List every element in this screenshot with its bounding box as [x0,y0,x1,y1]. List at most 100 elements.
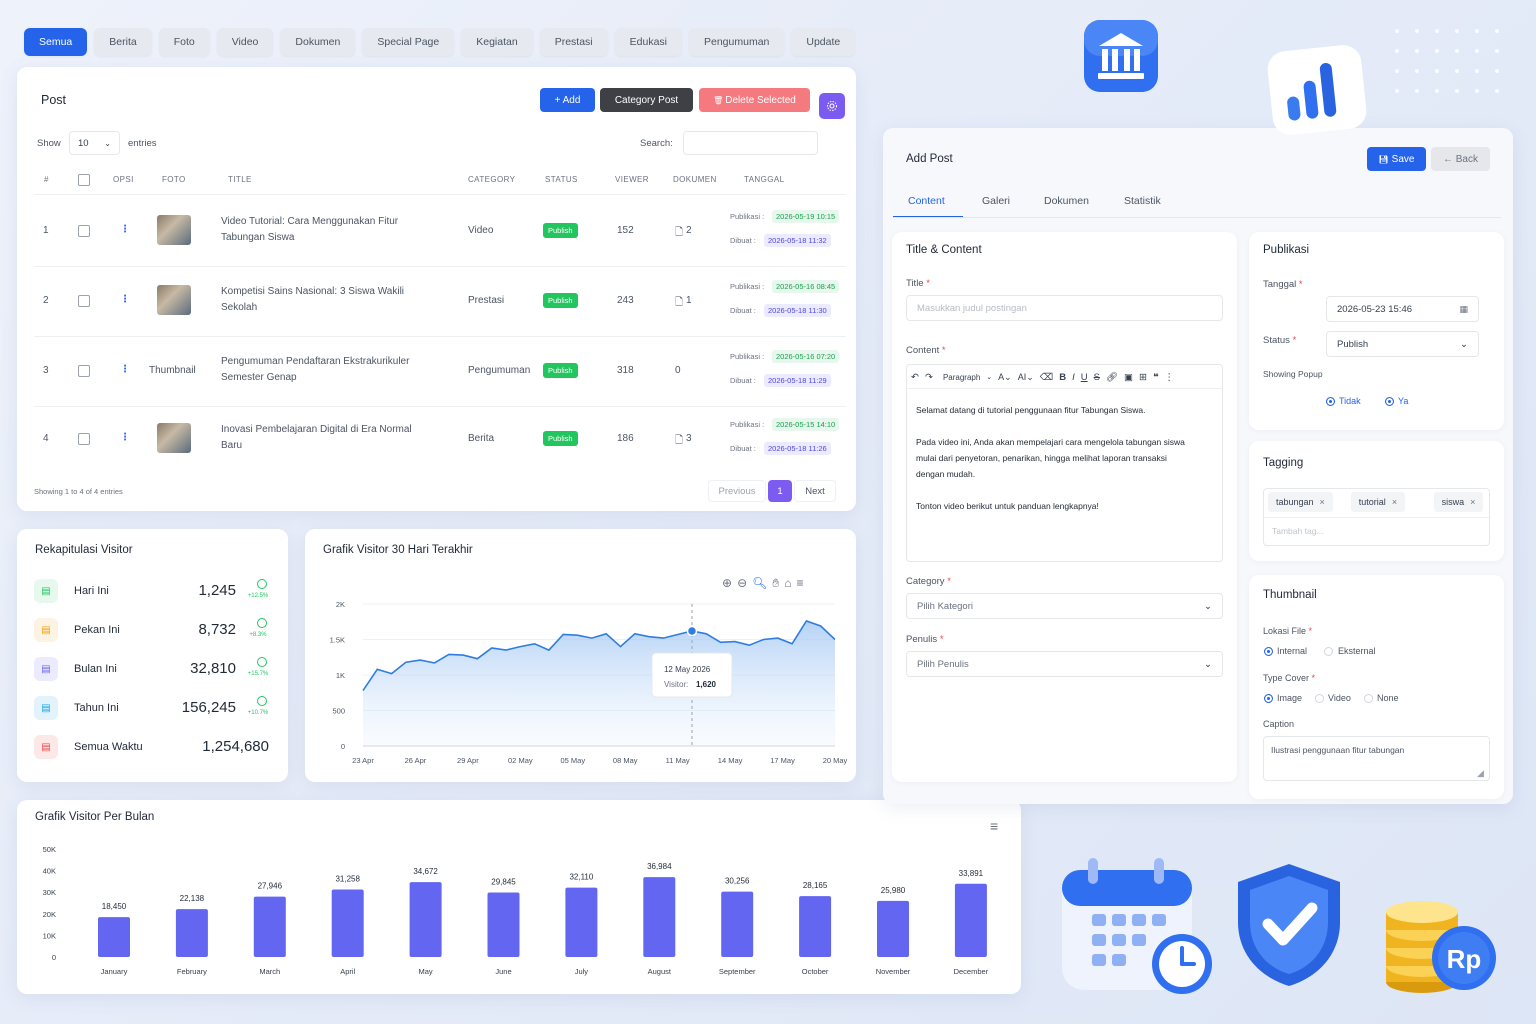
bar [98,917,130,957]
link-icon[interactable]: 🔗︎ [1105,371,1118,383]
undo-icon[interactable]: ↶ [911,371,919,383]
more-icon[interactable]: ⋮ [1164,371,1175,383]
tag-input[interactable]: Tambah tag... [1272,526,1324,536]
caption-textarea[interactable]: Ilustrasi penggunaan fitur tabungan [1263,736,1490,781]
zoom-out-icon[interactable]: ⊖ [737,576,748,590]
eksternal-radio[interactable] [1324,647,1333,656]
tab-special-page[interactable]: Special Page [362,28,455,56]
page-1-button[interactable]: 1 [768,480,792,502]
row-options-icon[interactable]: ⋮ [120,364,130,375]
x-tick-label: February [177,967,207,976]
tab-pengumuman[interactable]: Pengumuman [689,28,785,56]
previous-button[interactable]: Previous [708,480,766,502]
resize-handle-icon[interactable]: ◢ [1477,768,1484,778]
quote-icon[interactable]: ❝ [1152,371,1159,383]
font-size-icon[interactable]: A⌄ [998,371,1012,382]
category-select[interactable]: Pilih Kategori ⌄ [906,593,1223,619]
bar-value-label: 18,450 [102,902,127,911]
row-checkbox[interactable] [78,365,90,377]
tab-edukasi[interactable]: Edukasi [614,28,682,56]
zoom-in-icon[interactable]: ⊕ [722,576,733,590]
image-icon[interactable]: ▣ [1124,371,1133,383]
row-dokumen: 2 [686,225,692,236]
tanggal-input[interactable]: 2026-05-23 15:46 ▦ [1326,296,1479,322]
tab-dokumen[interactable]: Dokumen [1044,195,1089,207]
search-input[interactable] [683,131,818,155]
next-button[interactable]: Next [794,480,836,502]
row-publikasi-label: Publikasi : [730,420,765,429]
tab-update[interactable]: Update [791,28,856,56]
tab-galeri[interactable]: Galeri [982,195,1011,207]
row-checkbox[interactable] [78,225,90,237]
row-options-icon[interactable]: ⋮ [120,224,130,235]
bar [954,883,987,957]
row-title-line2: Semester Genap [221,372,297,383]
strikethrough-icon[interactable]: S [1093,371,1100,383]
video-radio[interactable] [1315,694,1324,703]
tab-semua[interactable]: Semua [24,28,88,56]
popup-tidak-radio[interactable] [1326,397,1335,406]
popup-ya-radio[interactable] [1385,397,1394,406]
back-button[interactable]: ← Back [1431,147,1490,171]
col-dokumen: DOKUMEN [673,175,717,184]
redo-icon[interactable]: ↷ [924,371,933,383]
tab-dokumen[interactable]: Dokumen [280,28,356,56]
row-publikasi-date: 2026-05-16 07:20 [772,350,840,363]
monthly-menu-icon[interactable]: ≡ [990,818,999,834]
underline-icon[interactable]: U [1080,371,1088,383]
zoom-select-icon[interactable]: 🔍︎ [752,576,768,590]
tab-prestasi[interactable]: Prestasi [539,28,608,56]
pan-icon[interactable]: ✋︎ [772,576,780,590]
bold-icon[interactable]: B [1059,371,1067,383]
title-input[interactable]: Masukkan judul postingan [906,295,1223,321]
settings-button[interactable] [819,93,845,119]
x-tick-label: 26 Apr [405,756,427,765]
tab-kegiatan[interactable]: Kegiatan [461,28,533,56]
delete-selected-button[interactable]: 🗑 Delete Selected [699,88,810,112]
paragraph-select[interactable]: Paragraph [942,372,981,382]
trend-up-icon [257,696,267,706]
video-label: Video [1328,693,1351,703]
category-tabs: Semua Berita Foto Video Dokumen Special Page K… [24,28,856,56]
coins-rp-icon: Rp [1386,901,1496,993]
close-icon[interactable]: × [1470,497,1476,507]
category-placeholder: Pilih Kategori [917,600,973,612]
chevron-down-icon: ⌄ [1460,338,1468,350]
row-options-icon[interactable]: ⋮ [120,432,130,443]
close-icon[interactable]: × [1319,497,1325,507]
row-dibuat-label: Dibuat : [730,376,756,385]
row-checkbox[interactable] [78,433,90,445]
table-icon[interactable]: ⊞ [1138,371,1147,383]
save-button[interactable]: 💾︎ Save [1367,147,1426,171]
row-checkbox[interactable] [78,295,90,307]
tab-foto[interactable]: Foto [158,28,210,56]
add-button[interactable]: + Add [540,88,595,112]
image-radio[interactable] [1264,694,1273,703]
row-status-badge: Publish [543,223,578,238]
tab-video[interactable]: Video [216,28,274,56]
rekap-label: Bulan Ini [74,663,117,675]
font-family-icon[interactable]: AI⌄ [1017,371,1034,382]
close-icon[interactable]: × [1391,497,1398,507]
row-options-icon[interactable]: ⋮ [120,294,130,305]
tab-statistik[interactable]: Statistik [1124,195,1161,207]
menu-icon[interactable]: ≡ [796,576,804,590]
status-select[interactable]: Publish ⌄ [1326,331,1479,357]
italic-icon[interactable]: I [1072,371,1075,383]
clear-format-icon[interactable]: ⌫ [1039,371,1054,383]
tab-content[interactable]: Content [908,195,945,207]
select-all-checkbox[interactable] [78,174,90,186]
none-radio[interactable] [1364,694,1373,703]
entries-select[interactable]: 10 ⌄ [69,131,120,155]
home-icon[interactable]: ⌂ [784,576,792,590]
tab-berita[interactable]: Berita [94,28,152,56]
internal-radio[interactable] [1264,647,1273,656]
editor-body[interactable]: Selamat datang di tutorial penggunaan fi… [916,402,1218,514]
row-thumbnail [157,285,191,315]
bar [721,891,754,957]
category-post-button[interactable]: Category Post [600,88,693,112]
penulis-select[interactable]: Pilih Penulis ⌄ [906,651,1223,677]
document-icon: 🗋 [675,297,684,308]
x-tick-label: April [340,967,355,976]
image-label: Image [1277,693,1303,703]
